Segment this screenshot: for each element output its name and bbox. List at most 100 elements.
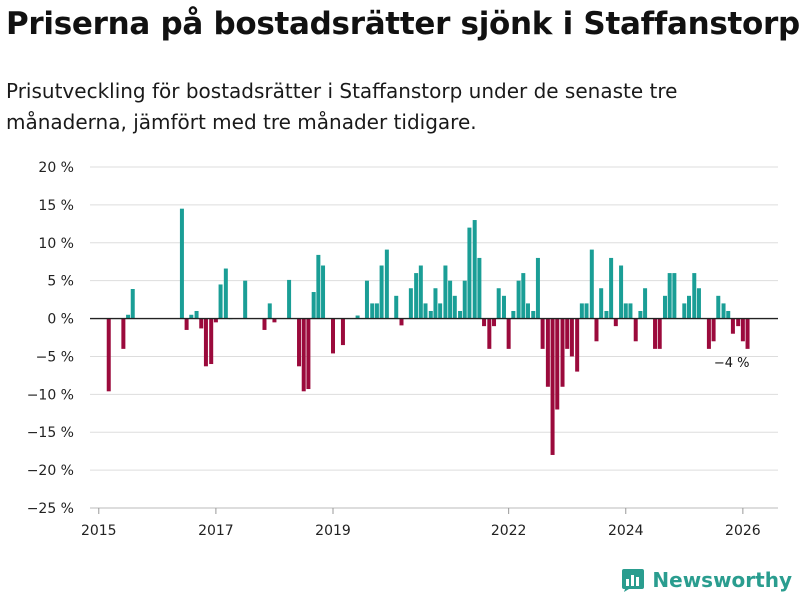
bar xyxy=(575,318,580,372)
bar xyxy=(535,257,540,319)
bar xyxy=(525,303,530,319)
bar xyxy=(511,310,516,319)
bar xyxy=(609,257,614,319)
bar xyxy=(130,289,135,319)
bar xyxy=(370,303,375,319)
bar xyxy=(555,318,560,410)
bar xyxy=(638,310,643,319)
y-tick-label: 15 % xyxy=(38,198,74,214)
bar xyxy=(272,318,277,323)
bar xyxy=(692,273,697,319)
bar xyxy=(287,279,292,319)
bar xyxy=(428,310,433,319)
y-tick-label: −20 % xyxy=(27,463,74,479)
bar xyxy=(340,318,345,346)
y-tick-label: 10 % xyxy=(38,236,74,252)
bar xyxy=(604,310,609,319)
bar xyxy=(423,303,428,319)
bar xyxy=(516,280,521,319)
axis-labels: 20 % 15 % 10 % 5 % 0 % −5 % −10 % −15 % −20 % −25… xyxy=(27,160,761,539)
bar xyxy=(682,303,687,319)
x-tick-label: 2026 xyxy=(725,523,761,539)
bar xyxy=(184,318,189,330)
bar xyxy=(657,318,662,349)
bar xyxy=(496,288,501,319)
bar xyxy=(589,249,594,319)
bar xyxy=(223,268,228,319)
bar xyxy=(726,310,731,319)
bar xyxy=(745,318,750,349)
bar xyxy=(653,318,658,349)
bar xyxy=(262,318,267,330)
bar xyxy=(560,318,565,387)
bar xyxy=(374,303,379,319)
bar xyxy=(418,265,423,319)
bar xyxy=(458,310,463,319)
bar xyxy=(545,318,550,387)
bar xyxy=(594,318,599,342)
bar xyxy=(711,318,716,342)
bar xyxy=(628,303,633,319)
bar xyxy=(477,257,482,319)
y-tick-label: 0 % xyxy=(47,312,74,328)
bar xyxy=(306,318,311,390)
bar xyxy=(487,318,492,349)
bar xyxy=(672,273,677,319)
bar xyxy=(384,249,389,319)
bar xyxy=(126,314,131,319)
bar xyxy=(189,314,194,319)
x-tick-label: 2015 xyxy=(81,523,117,539)
bar xyxy=(569,318,574,357)
last-value-label: −4 % xyxy=(714,356,750,371)
bar xyxy=(492,318,497,327)
brand-name: Newsworthy xyxy=(652,568,792,592)
bar xyxy=(482,318,487,327)
chart-subtitle: Prisutveckling för bostadsrätter i Staff… xyxy=(6,79,678,134)
bar xyxy=(243,280,248,319)
y-tick-label: 5 % xyxy=(47,274,74,290)
y-tick-label: −15 % xyxy=(27,425,74,441)
bar xyxy=(467,227,472,319)
bar xyxy=(443,265,448,319)
bar xyxy=(667,273,672,319)
bar xyxy=(194,310,199,319)
x-tick-label: 2019 xyxy=(315,523,351,539)
bar xyxy=(584,303,589,319)
bar xyxy=(506,318,511,349)
bar xyxy=(540,318,545,349)
bar xyxy=(394,295,399,319)
bar xyxy=(521,273,526,319)
bar xyxy=(599,288,604,319)
bar xyxy=(565,318,570,349)
bar xyxy=(531,310,536,319)
bar xyxy=(321,265,326,319)
bar xyxy=(643,288,648,319)
axes xyxy=(90,317,778,514)
bar xyxy=(740,318,745,342)
bar xyxy=(721,303,726,319)
y-tick-label: −5 % xyxy=(36,349,74,365)
bar xyxy=(452,295,457,319)
bar xyxy=(550,318,555,455)
bar xyxy=(379,265,384,319)
bar xyxy=(716,295,721,319)
bar xyxy=(316,254,321,319)
bar-series xyxy=(106,208,750,455)
bar xyxy=(730,318,735,334)
bar xyxy=(623,303,628,319)
bar xyxy=(267,303,272,319)
y-tick-label: −25 % xyxy=(27,501,74,517)
bar xyxy=(613,318,618,327)
bar xyxy=(462,280,467,319)
gridlines xyxy=(90,166,778,509)
bar xyxy=(633,318,638,342)
x-tick-label: 2022 xyxy=(491,523,527,539)
bar xyxy=(179,208,184,319)
bar xyxy=(331,318,335,354)
bar xyxy=(121,318,126,349)
bar xyxy=(106,318,111,392)
y-tick-label: 20 % xyxy=(38,160,74,176)
bar xyxy=(218,284,223,319)
bar xyxy=(501,295,506,319)
